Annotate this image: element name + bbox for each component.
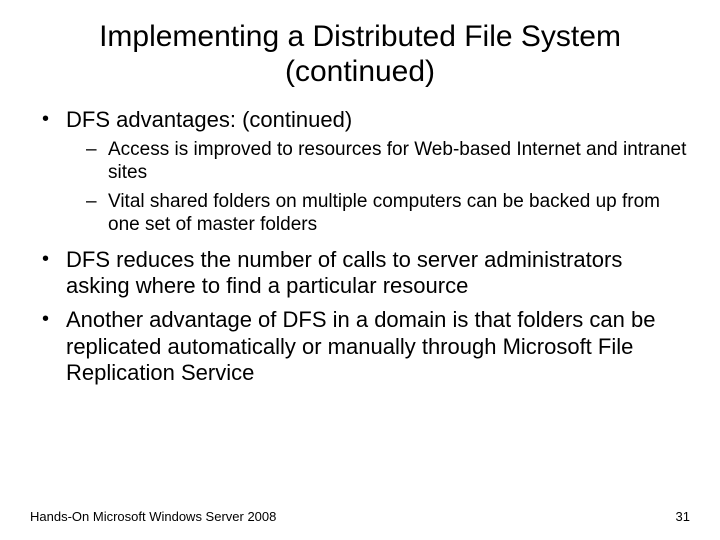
sub-bullet-text: Access is improved to resources for Web-… bbox=[108, 139, 686, 183]
slide-title: Implementing a Distributed File System (… bbox=[0, 0, 720, 89]
sub-bullet-text: Vital shared folders on multiple compute… bbox=[108, 191, 660, 235]
slide-body: DFS advantages: (continued) Access is im… bbox=[0, 89, 720, 387]
bullet-item: DFS advantages: (continued) Access is im… bbox=[38, 107, 690, 237]
sub-bullet-item: Access is improved to resources for Web-… bbox=[86, 139, 690, 185]
bullet-item: DFS reduces the number of calls to serve… bbox=[38, 247, 690, 300]
sub-bullet-list: Access is improved to resources for Web-… bbox=[66, 139, 690, 236]
bullet-list: DFS advantages: (continued) Access is im… bbox=[30, 107, 690, 387]
bullet-text: DFS reduces the number of calls to serve… bbox=[66, 247, 622, 298]
bullet-item: Another advantage of DFS in a domain is … bbox=[38, 307, 690, 386]
bullet-text: Another advantage of DFS in a domain is … bbox=[66, 307, 655, 385]
bullet-text: DFS advantages: (continued) bbox=[66, 107, 352, 132]
page-number: 31 bbox=[676, 509, 690, 524]
sub-bullet-item: Vital shared folders on multiple compute… bbox=[86, 191, 690, 237]
slide: Implementing a Distributed File System (… bbox=[0, 0, 720, 540]
footer-text: Hands-On Microsoft Windows Server 2008 bbox=[30, 509, 276, 524]
